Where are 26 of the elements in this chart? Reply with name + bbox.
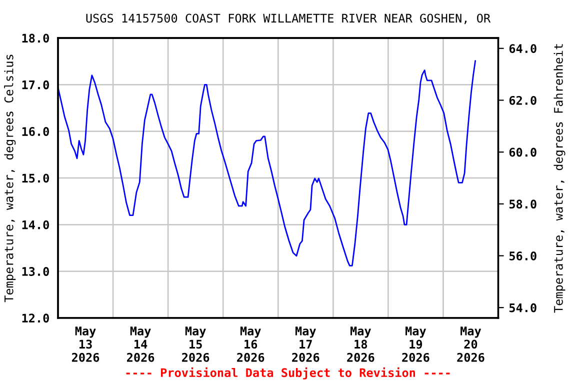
line-series <box>58 60 476 266</box>
x-tick-label: May 13 2026 <box>72 326 100 362</box>
y-tick-label: 16.0 <box>22 127 49 136</box>
x-tick-label: May 18 2026 <box>347 326 374 362</box>
y-axis-title: Temperature, water, degrees Celsius <box>4 54 16 302</box>
x-tick-label: May 17 2026 <box>292 326 320 362</box>
y-tick-label: 18.0 <box>22 34 49 43</box>
text: ---- Provisional Data Subject to Revision ---- <box>126 367 450 380</box>
y2-tick-label: 62.0 <box>509 96 536 105</box>
y-tick-label: 17.0 <box>22 80 49 90</box>
x-tick-label: May 16 2026 <box>237 326 264 362</box>
chart-title: USGS 14157500 COAST FORK WILLAMETTE RIVER NEAR GOSHEN, OR <box>86 14 491 24</box>
y2-tick-label: 56.0 <box>509 251 536 260</box>
y2-tick-label: 64.0 <box>509 44 536 54</box>
y2-tick-label: 60.0 <box>509 148 536 157</box>
y2-tick-label: 54.0 <box>509 303 536 312</box>
y2-tick-label: 58.0 <box>509 200 536 209</box>
y-tick-label: 15.0 <box>22 174 49 183</box>
x-tick-label: May 14 2026 <box>126 326 154 362</box>
x-tick-label: May 15 2026 <box>182 326 210 362</box>
x-tick-label: May 20 2026 <box>457 326 484 362</box>
y2-axis-title: Temperature, water, degrees Fahrenheit <box>554 44 566 313</box>
x-tick-label: May 19 2026 <box>402 326 430 362</box>
y-tick-label: 12.0 <box>22 314 49 323</box>
y-tick-label: 13.0 <box>22 267 49 276</box>
y-tick-label: 14.0 <box>22 220 49 230</box>
